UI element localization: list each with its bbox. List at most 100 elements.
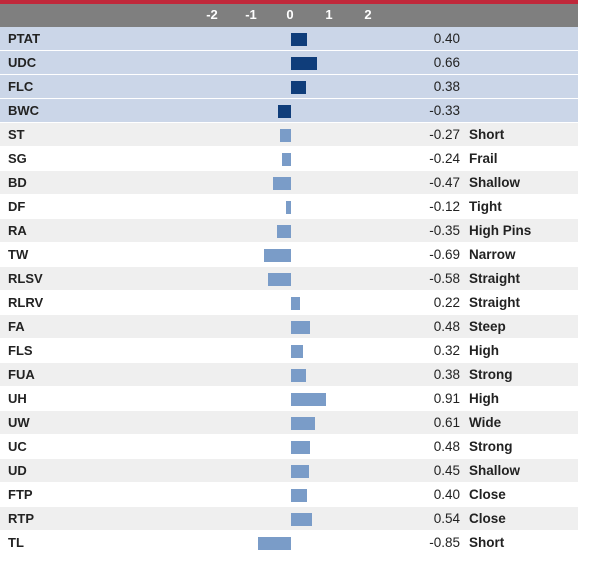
row-label: RLRV bbox=[8, 295, 44, 310]
row-label: UDC bbox=[8, 55, 37, 70]
value-label: 0.32 bbox=[433, 343, 460, 358]
chart-row: BWC -0.33 bbox=[0, 99, 578, 123]
value-label: -0.47 bbox=[429, 175, 460, 190]
bar bbox=[268, 273, 291, 286]
x-tick-label: 1 bbox=[325, 7, 333, 22]
descriptor-label: Straight bbox=[469, 295, 521, 310]
descriptor-label: High bbox=[469, 343, 499, 358]
chart-row: RA -0.35 High Pins bbox=[0, 219, 578, 243]
chart-row: DF -0.12 Tight bbox=[0, 195, 578, 219]
row-label: FUA bbox=[8, 367, 35, 382]
row-label: BWC bbox=[8, 103, 40, 118]
value-label: -0.58 bbox=[429, 271, 460, 286]
value-label: 0.45 bbox=[433, 463, 460, 478]
chart-row: FA 0.48 Steep bbox=[0, 315, 578, 339]
axis-header: -2 -1 0 1 2 bbox=[0, 4, 578, 27]
bar bbox=[291, 417, 315, 430]
value-label: -0.69 bbox=[429, 247, 460, 262]
value-label: -0.33 bbox=[429, 103, 460, 118]
value-label: 0.61 bbox=[433, 415, 460, 430]
value-label: 0.54 bbox=[433, 511, 460, 526]
descriptor-label: Short bbox=[469, 535, 505, 550]
chart-row: RLSV -0.58 Straight bbox=[0, 267, 578, 291]
row-label: UC bbox=[8, 439, 27, 454]
bar bbox=[291, 81, 306, 94]
row-label: RTP bbox=[8, 511, 34, 526]
chart-row: RLRV 0.22 Straight bbox=[0, 291, 578, 315]
row-label: UH bbox=[8, 391, 27, 406]
chart-row: TL -0.85 Short bbox=[0, 531, 578, 555]
bar bbox=[272, 177, 291, 190]
chart-row: UH 0.91 High bbox=[0, 387, 578, 411]
bar bbox=[281, 153, 291, 166]
value-label: -0.12 bbox=[429, 199, 460, 214]
chart-row: ST -0.27 Short bbox=[0, 123, 578, 147]
descriptor-label: High Pins bbox=[469, 223, 532, 238]
row-label: RLSV bbox=[8, 271, 43, 286]
row-label: UW bbox=[8, 415, 30, 430]
descriptor-label: Close bbox=[469, 511, 506, 526]
bar bbox=[277, 225, 291, 238]
chart-row: FTP 0.40 Close bbox=[0, 483, 578, 507]
row-label: BD bbox=[8, 175, 27, 190]
descriptor-label: Wide bbox=[469, 415, 502, 430]
bar bbox=[291, 297, 300, 310]
bar bbox=[278, 105, 291, 118]
chart-row: PTAT 0.40 bbox=[0, 27, 578, 51]
descriptor-label: Short bbox=[469, 127, 505, 142]
chart-row: UDC 0.66 bbox=[0, 51, 578, 75]
x-tick-label: -1 bbox=[245, 7, 257, 22]
bar bbox=[291, 393, 327, 406]
descriptor-label: Strong bbox=[469, 367, 513, 382]
value-label: 0.38 bbox=[433, 79, 460, 94]
value-label: 0.66 bbox=[433, 55, 460, 70]
bar bbox=[291, 345, 304, 358]
descriptor-label: Shallow bbox=[469, 463, 521, 478]
value-label: 0.48 bbox=[433, 439, 460, 454]
descriptor-label: Close bbox=[469, 487, 506, 502]
value-label: -0.85 bbox=[429, 535, 460, 550]
descriptor-label: Straight bbox=[469, 271, 521, 286]
descriptor-label: High bbox=[469, 391, 499, 406]
descriptor-label: Shallow bbox=[469, 175, 521, 190]
bar bbox=[291, 321, 310, 334]
row-label: SG bbox=[8, 151, 27, 166]
bar bbox=[291, 369, 306, 382]
chart-row: FLC 0.38 bbox=[0, 75, 578, 99]
descriptor-label: Narrow bbox=[469, 247, 516, 262]
descriptor-label: Strong bbox=[469, 439, 513, 454]
bar bbox=[257, 537, 291, 550]
row-label: PTAT bbox=[8, 31, 41, 46]
bar bbox=[291, 513, 313, 526]
chart-row: FLS 0.32 High bbox=[0, 339, 578, 363]
row-label: TL bbox=[8, 535, 24, 550]
bar bbox=[291, 441, 310, 454]
chart-row: UW 0.61 Wide bbox=[0, 411, 578, 435]
x-tick-label: 0 bbox=[286, 7, 294, 22]
descriptor-label: Frail bbox=[469, 151, 498, 166]
bar bbox=[264, 249, 291, 262]
value-label: 0.38 bbox=[433, 367, 460, 382]
row-label: RA bbox=[8, 223, 27, 238]
value-label: -0.35 bbox=[429, 223, 460, 238]
bar bbox=[291, 57, 317, 70]
chart-row: UC 0.48 Strong bbox=[0, 435, 578, 459]
bar bbox=[291, 489, 307, 502]
bar bbox=[286, 201, 291, 214]
value-label: 0.40 bbox=[433, 487, 460, 502]
chart-row: BD -0.47 Shallow bbox=[0, 171, 578, 195]
x-tick-label: -2 bbox=[206, 7, 218, 22]
bar bbox=[291, 33, 307, 46]
value-label: 0.91 bbox=[433, 391, 460, 406]
row-label: TW bbox=[8, 247, 29, 262]
row-label: FLS bbox=[8, 343, 33, 358]
row-label: DF bbox=[8, 199, 26, 214]
bar bbox=[291, 465, 309, 478]
chart-row: TW -0.69 Narrow bbox=[0, 243, 578, 267]
chart-row: FUA 0.38 Strong bbox=[0, 363, 578, 387]
chart-row: RTP 0.54 Close bbox=[0, 507, 578, 531]
value-label: 0.22 bbox=[433, 295, 460, 310]
bar bbox=[280, 129, 291, 142]
row-label: UD bbox=[8, 463, 27, 478]
chart-row: UD 0.45 Shallow bbox=[0, 459, 578, 483]
